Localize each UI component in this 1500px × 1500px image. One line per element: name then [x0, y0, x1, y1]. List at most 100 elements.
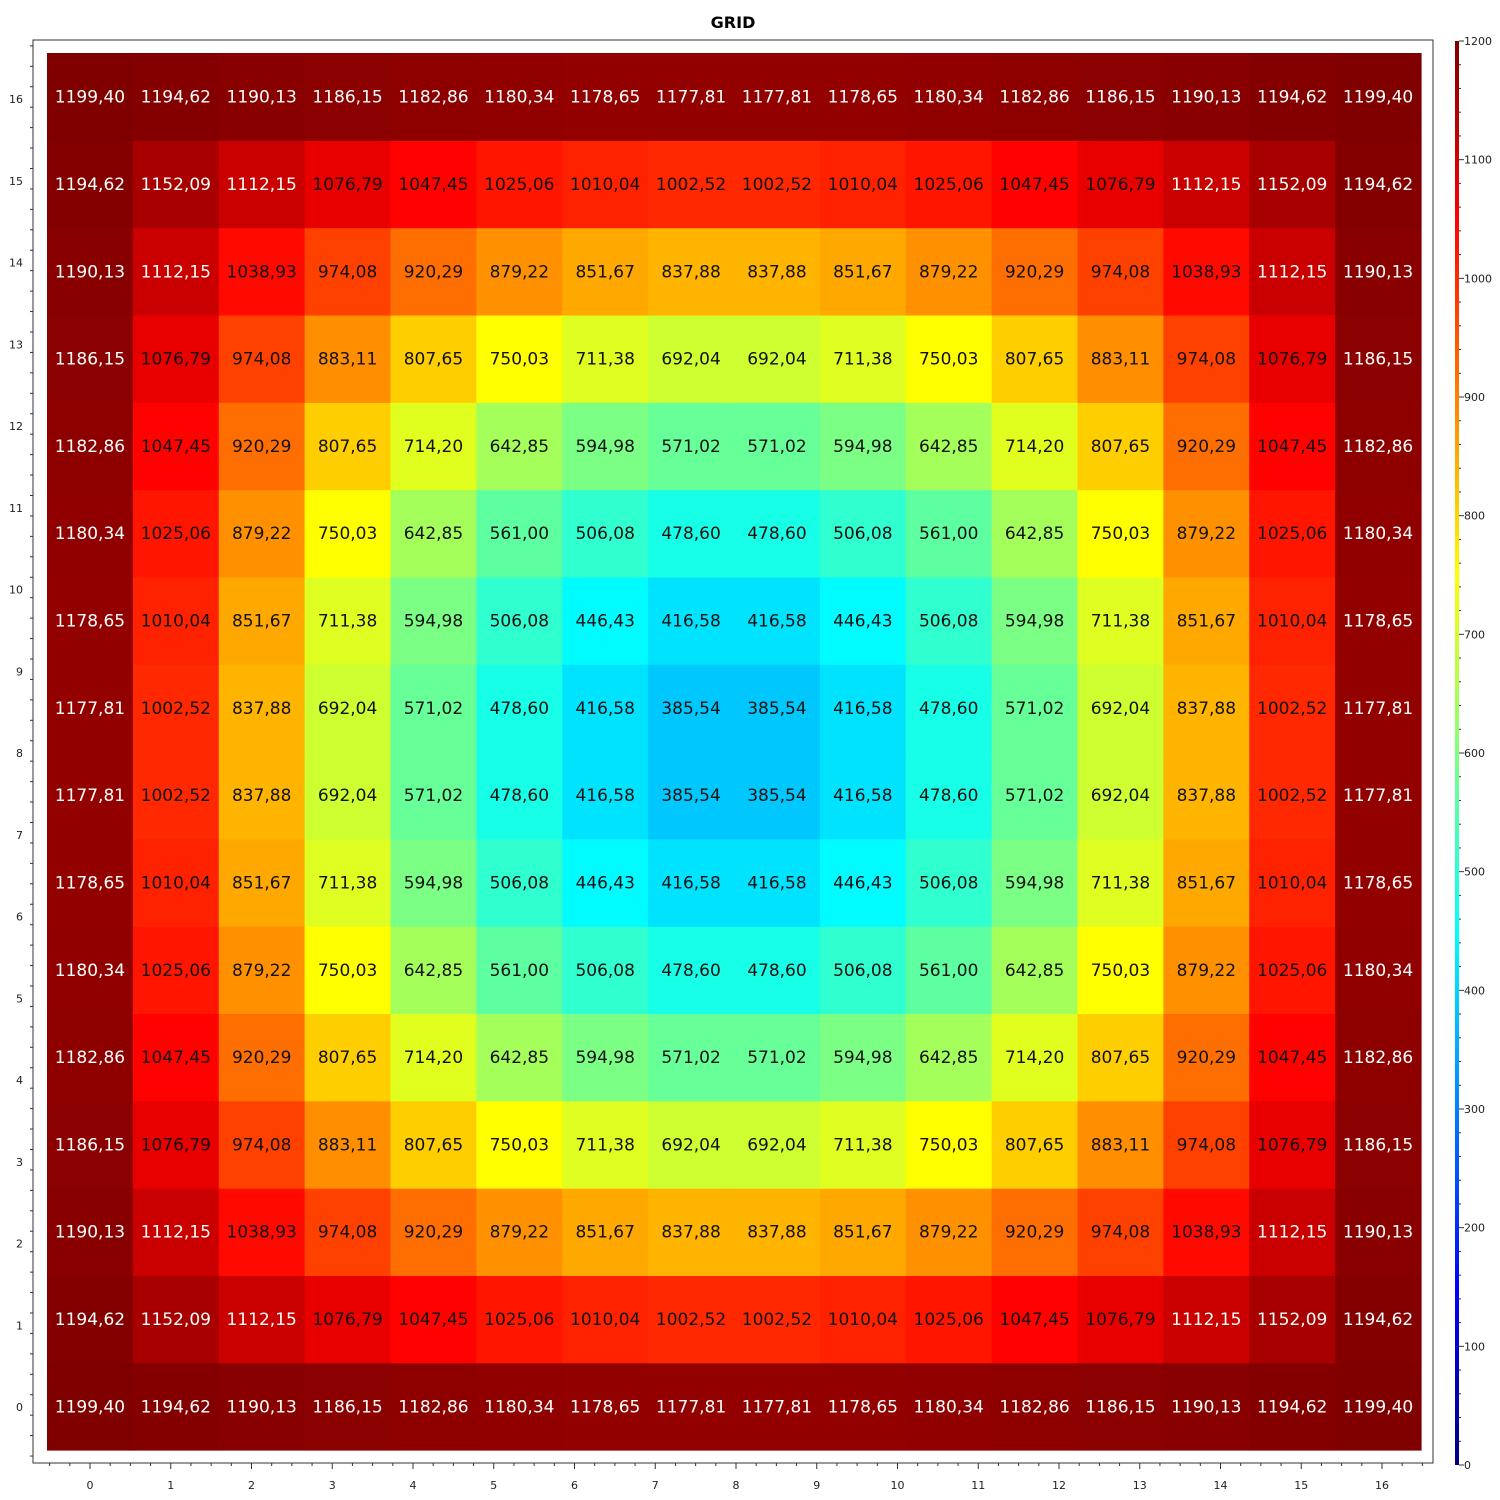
- heatmap-cell: [390, 1275, 477, 1364]
- heatmap-cell: [905, 576, 993, 665]
- heatmap-cell: [390, 664, 477, 753]
- heatmap-cell: [991, 1188, 1079, 1276]
- heatmap-cell: [390, 227, 477, 316]
- cell-value-label: 1177,81: [656, 1397, 726, 1417]
- cell-value-label: 642,85: [490, 437, 549, 457]
- heatmap-cell: [1249, 53, 1336, 141]
- cell-value-label: 1177,81: [742, 88, 812, 108]
- cell-value-label: 1180,34: [1343, 524, 1413, 544]
- cell-value-label: 416,58: [575, 786, 634, 806]
- cell-value-label: 1047,45: [1257, 1048, 1327, 1068]
- heatmap-cell: [1077, 576, 1164, 665]
- heatmap-cell: [1335, 838, 1422, 927]
- heatmap-cell: [562, 1275, 649, 1364]
- cell-value-label: 692,04: [747, 1135, 806, 1155]
- cell-value-label: 879,22: [232, 961, 291, 981]
- heatmap-cell: [562, 751, 649, 840]
- heatmap-cell: [562, 140, 649, 229]
- heatmap-cell: [562, 1188, 649, 1276]
- heatmap-cell: [905, 402, 993, 491]
- heatmap-cell: [304, 1100, 392, 1189]
- heatmap-cell: [991, 576, 1079, 665]
- x-tick-label: 11: [971, 1479, 985, 1492]
- cell-value-label: 1038,93: [1171, 1223, 1241, 1243]
- heatmap-cell: [1249, 838, 1336, 927]
- x-tick-label: 4: [410, 1479, 417, 1492]
- cell-value-label: 642,85: [919, 437, 978, 457]
- heatmap-cell: [304, 664, 392, 753]
- heatmap-cell: [47, 576, 134, 665]
- cell-value-label: 594,98: [404, 612, 463, 632]
- cell-value-label: 920,29: [232, 437, 291, 457]
- cell-value-label: 711,38: [318, 612, 377, 632]
- x-tick-label: 7: [652, 1479, 659, 1492]
- heatmap-cell: [304, 314, 392, 403]
- y-tick-label: 8: [16, 747, 23, 760]
- heatmap-cell: [390, 402, 477, 491]
- heatmap-cell: [991, 140, 1079, 229]
- cell-value-label: 1025,06: [914, 1310, 984, 1330]
- heatmap-cell: [47, 402, 134, 491]
- heatmap-cell: [734, 314, 821, 403]
- cell-value-label: 974,08: [318, 262, 377, 282]
- cell-value-label: 594,98: [833, 1048, 892, 1068]
- heatmap-cell: [905, 1013, 993, 1102]
- heatmap-cell: [991, 1100, 1079, 1189]
- heatmap-cell: [218, 926, 306, 1015]
- heatmap-cell: [905, 53, 993, 141]
- heatmap-cell: [1163, 1362, 1250, 1451]
- cell-value-label: 807,65: [1091, 1048, 1150, 1068]
- heatmap-cell: [218, 1100, 306, 1189]
- heatmap-cell: [1163, 489, 1250, 578]
- heatmap-cell: [390, 140, 477, 229]
- heatmap-cell: [991, 1362, 1079, 1451]
- cell-value-label: 1178,65: [55, 612, 125, 632]
- heatmap-cell: [47, 1275, 134, 1364]
- cell-value-label: 1182,86: [999, 88, 1069, 108]
- cell-value-label: 1194,62: [55, 1310, 125, 1330]
- colorbar-tick-label: 500: [1464, 866, 1485, 879]
- heatmap-cell: [648, 576, 735, 665]
- heatmap-cell: [991, 1013, 1079, 1102]
- heatmap-cell: [648, 489, 735, 578]
- heatmap-cell: [819, 1275, 907, 1364]
- cell-value-label: 1047,45: [141, 437, 211, 457]
- cell-value-label: 446,43: [575, 873, 634, 893]
- cell-value-label: 561,00: [919, 961, 978, 981]
- heatmap-cell: [304, 751, 392, 840]
- heatmap-cell: [1163, 53, 1250, 141]
- y-tick-label: 16: [9, 93, 23, 106]
- cell-value-label: 478,60: [490, 699, 549, 719]
- cell-value-label: 879,22: [490, 1223, 549, 1243]
- heatmap-cell: [304, 838, 392, 927]
- heatmap-cell: [1077, 664, 1164, 753]
- heatmap-cell: [819, 489, 907, 578]
- cell-value-label: 837,88: [232, 699, 291, 719]
- cell-value-label: 920,29: [1177, 1048, 1236, 1068]
- heatmap-cell: [905, 751, 993, 840]
- heatmap-cell: [476, 838, 563, 927]
- cell-value-labels: 1199,40 1194,62 1190,13 1186,15 1182,86 1180,…: [55, 88, 1413, 1418]
- cell-value-label: 1199,40: [55, 1397, 125, 1417]
- heatmap-cell: [1335, 227, 1422, 316]
- heatmap-cell: [734, 1188, 821, 1276]
- cell-value-label: 1178,65: [570, 1397, 640, 1417]
- cell-value-label: 571,02: [747, 1048, 806, 1068]
- cell-value-label: 1182,86: [1343, 1048, 1413, 1068]
- cell-value-label: 692,04: [1091, 786, 1150, 806]
- x-tick-label: 5: [490, 1479, 497, 1492]
- heatmap-cell: [819, 576, 907, 665]
- cell-value-label: 750,03: [919, 1135, 978, 1155]
- cell-value-label: 1002,52: [141, 699, 211, 719]
- heatmap-cell: [1163, 751, 1250, 840]
- y-tick-label: 15: [9, 175, 23, 188]
- heatmap-cell: [1335, 489, 1422, 578]
- cell-value-label: 1190,13: [55, 262, 125, 282]
- cell-value-label: 807,65: [1005, 350, 1064, 370]
- heatmap-cell: [734, 489, 821, 578]
- heatmap-cell: [476, 489, 563, 578]
- heatmap-cell: [218, 227, 306, 316]
- cell-value-label: 506,08: [575, 524, 634, 544]
- x-tick-label: 0: [87, 1479, 94, 1492]
- heatmap-cell: [390, 53, 477, 141]
